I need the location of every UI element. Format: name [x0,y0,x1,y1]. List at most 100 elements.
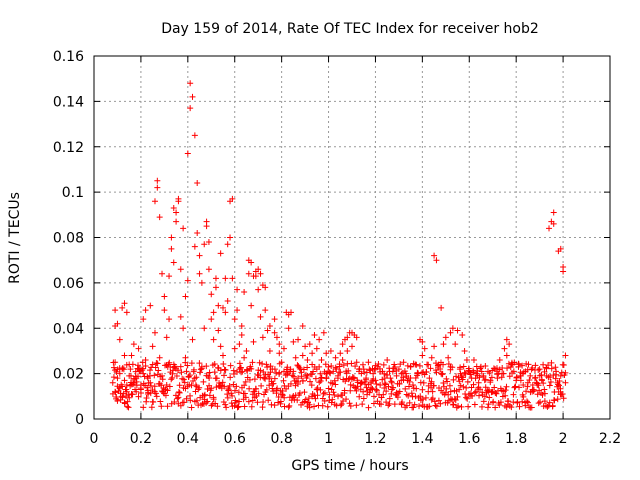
data-point [336,363,343,370]
data-point [265,397,272,404]
data-point [526,376,533,383]
data-point [299,352,306,359]
data-point [447,388,454,395]
data-point [553,368,560,375]
data-point [110,364,117,371]
data-point [212,275,219,282]
data-point [151,383,158,390]
data-point [516,403,523,410]
data-point [550,209,557,216]
data-point [476,392,483,399]
data-point [148,404,155,411]
data-point [210,309,217,316]
data-point [335,393,342,400]
data-point [343,396,350,403]
data-point [520,381,527,388]
data-point [279,392,286,399]
data-point [557,372,564,379]
data-point [143,394,150,401]
data-point [154,184,161,191]
data-point [353,387,360,394]
data-point [184,362,191,369]
data-point [549,402,556,409]
data-point [149,361,156,368]
data-point [332,364,339,371]
data-point [173,373,180,380]
data-point [173,209,180,216]
data-point [273,334,280,341]
data-point [245,398,252,405]
data-point [548,365,555,372]
data-point [257,374,264,381]
data-point [151,329,158,336]
data-point [349,343,355,350]
data-point [443,385,450,392]
data-point [127,366,134,373]
data-point [538,372,545,379]
data-point [177,266,184,273]
data-point [423,368,430,375]
data-point [541,398,548,405]
data-point [238,369,245,376]
data-point [210,336,217,343]
data-point [174,367,181,374]
data-point [183,395,190,402]
data-point [516,384,523,391]
data-point [497,399,504,406]
data-point [445,354,452,361]
data-point [187,80,194,87]
data-point [144,391,151,398]
data-point [180,325,187,332]
data-point [532,374,539,381]
data-point [311,332,318,339]
data-point [284,364,291,371]
data-point [191,132,198,139]
data-point [377,381,384,388]
x-tick-label: 1.2 [364,431,386,447]
data-point [248,365,255,372]
y-tick-label: 0.12 [53,140,84,156]
data-point [325,385,332,392]
data-point [112,359,119,366]
data-point [386,395,393,402]
data-point [308,382,315,389]
data-point [201,241,208,248]
data-point [156,354,163,361]
data-point [203,363,210,370]
data-point [552,364,559,371]
data-point [419,352,426,359]
data-point [253,385,260,392]
data-point [196,252,203,259]
data-point [420,379,427,386]
data-point [280,345,287,352]
data-point [182,354,189,361]
data-point [470,357,477,364]
data-point [435,397,442,404]
data-point [137,381,144,388]
x-tick-label: 0.6 [224,431,246,447]
data-point [427,365,434,372]
data-point [344,347,351,354]
data-point [437,366,444,373]
data-point [412,374,419,381]
data-point [538,377,545,384]
data-point [471,389,478,396]
data-point [285,404,292,411]
data-point [460,363,467,370]
data-point [499,370,506,377]
data-point [447,363,454,370]
data-point [324,403,331,410]
data-point [314,392,321,399]
data-point [396,380,403,387]
data-point [325,363,332,370]
data-point [193,374,200,381]
data-point [548,359,555,366]
data-point [186,372,193,379]
data-point [519,362,526,369]
data-point [151,198,158,205]
data-point [456,386,463,393]
data-point [238,322,245,329]
data-point [176,389,183,396]
data-point [261,374,268,381]
data-point [168,376,175,383]
